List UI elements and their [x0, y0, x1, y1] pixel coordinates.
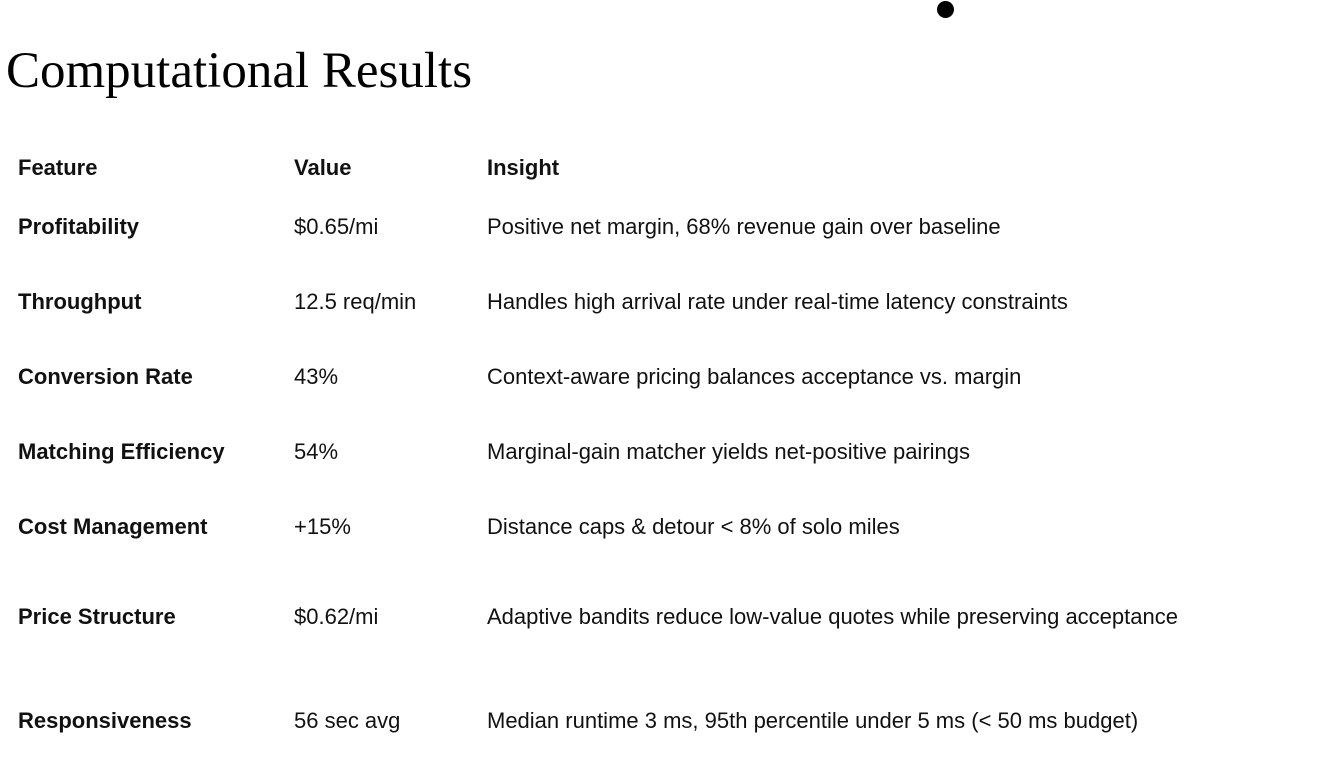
- feature-cell: Profitability: [18, 214, 140, 239]
- insight-cell: Distance caps & detour < 8% of solo mile…: [487, 514, 900, 539]
- header-insight: Insight: [487, 155, 560, 180]
- feature-cell: Price Structure: [18, 604, 176, 629]
- value-cell: $0.65/mi: [294, 214, 379, 239]
- value-cell: 54%: [294, 439, 339, 464]
- insight-cell: Context-aware pricing balances acceptanc…: [487, 364, 1022, 389]
- value-cell: 12.5 req/min: [294, 289, 417, 314]
- value-cell: 43%: [294, 364, 339, 389]
- insight-cell: Median runtime 3 ms, 95th percentile und…: [487, 708, 1139, 733]
- value-cell: $0.62/mi: [294, 604, 379, 629]
- value-cell: 56 sec avg: [294, 708, 401, 733]
- results-table: Feature Value Insight Profitability $0.6…: [18, 0, 1308, 757]
- value-cell: +15%: [294, 514, 351, 539]
- insight-cell: Positive net margin, 68% revenue gain ov…: [487, 214, 1001, 239]
- feature-cell: Matching Efficiency: [18, 439, 225, 464]
- insight-cell: Marginal-gain matcher yields net-positiv…: [487, 439, 971, 464]
- bullet-dot: [937, 1, 954, 18]
- feature-cell: Cost Management: [18, 514, 208, 539]
- insight-cell: Adaptive bandits reduce low-value quotes…: [487, 604, 1178, 629]
- feature-cell: Conversion Rate: [18, 364, 193, 389]
- header-feature: Feature: [18, 155, 98, 180]
- feature-cell: Throughput: [18, 289, 142, 314]
- insight-cell: Handles high arrival rate under real-tim…: [487, 289, 1068, 314]
- page-title: Computational Results: [6, 43, 473, 99]
- feature-cell: Responsiveness: [18, 708, 192, 733]
- header-value: Value: [294, 155, 352, 180]
